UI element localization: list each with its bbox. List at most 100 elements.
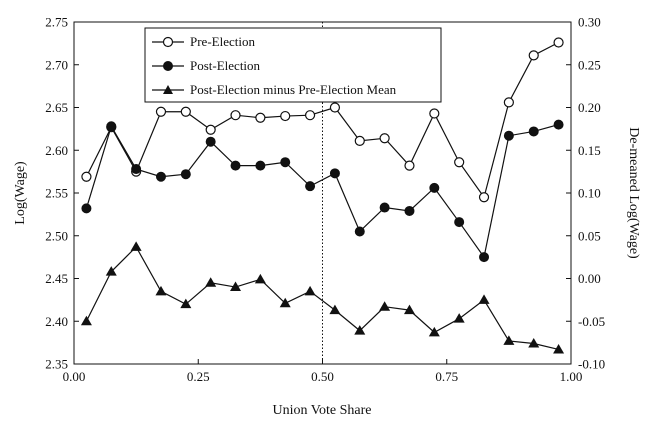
y-right-tick-label: 0.10 <box>578 186 601 201</box>
legend-label-pre-election: Pre-Election <box>190 34 255 49</box>
y-left-tick-label: 2.50 <box>45 228 68 243</box>
data-point <box>329 102 341 113</box>
data-point <box>105 266 117 276</box>
data-point <box>379 301 391 311</box>
data-point <box>255 160 266 171</box>
legend-item-pre-election: Pre-Election <box>152 34 255 49</box>
legend-label-post-minus-pre-mean: Post-Election minus Pre-Election Mean <box>190 82 397 97</box>
x-tick-label: 0.75 <box>435 369 458 384</box>
data-point <box>503 335 515 345</box>
y-right-tick-label: 0.15 <box>578 143 601 158</box>
y-left-tick-label: 2.60 <box>45 143 68 158</box>
data-point <box>329 304 341 315</box>
data-point <box>429 108 440 119</box>
series-layer <box>80 37 565 354</box>
data-point <box>454 217 465 228</box>
y-right-tick-label: -0.05 <box>578 314 605 329</box>
series-post-election-minus-pre-election-mean <box>80 241 565 354</box>
data-point <box>180 106 191 117</box>
data-point <box>230 281 242 292</box>
data-point <box>379 133 390 144</box>
data-point <box>379 202 390 213</box>
data-point <box>81 171 92 182</box>
data-point <box>354 325 366 335</box>
y-left-tick-label: 2.70 <box>45 57 68 72</box>
y-right-tick-label: 0.30 <box>578 15 601 30</box>
y-left-tick-label: 2.35 <box>45 357 68 372</box>
legend-open-circle-marker <box>162 36 174 48</box>
x-axis-title: Union Vote Share <box>272 403 371 418</box>
data-point <box>304 110 316 121</box>
data-point <box>429 182 440 193</box>
data-point <box>553 343 565 354</box>
data-point <box>478 192 490 203</box>
data-point <box>280 110 291 122</box>
legend-box <box>144 27 442 103</box>
data-point <box>205 124 216 135</box>
series-post-election <box>81 119 564 263</box>
data-point <box>304 285 316 296</box>
data-point <box>354 226 365 237</box>
data-point <box>404 160 415 171</box>
data-point <box>503 130 514 141</box>
y-left-tick-label: 2.65 <box>45 100 68 115</box>
y-right-tick-label: 0.00 <box>578 271 601 286</box>
data-point <box>81 203 92 214</box>
data-point <box>130 241 142 251</box>
x-tick-label: 0.25 <box>187 369 210 384</box>
data-point <box>503 97 514 108</box>
x-axis: 0.00 0.25 0.50 0.75 1.00 <box>63 359 583 384</box>
y-left-tick-label: 2.75 <box>45 15 68 30</box>
data-point <box>553 37 564 48</box>
y-right-tick-label: 0.20 <box>578 100 601 115</box>
x-tick-label: 0.50 <box>311 369 334 384</box>
data-point <box>478 294 490 304</box>
data-point <box>106 121 117 132</box>
y-right-tick-label: 0.25 <box>578 57 601 72</box>
data-point <box>254 273 266 284</box>
data-point <box>453 313 465 323</box>
data-point <box>80 315 92 326</box>
y-axis-right-title: De-meaned Log(Wage) <box>626 127 641 259</box>
legend-item-post-election: Post-Election <box>152 58 261 73</box>
data-point <box>280 157 291 168</box>
data-point <box>528 337 540 348</box>
data-point <box>230 160 241 171</box>
data-point <box>205 136 216 147</box>
data-point <box>155 106 167 117</box>
y-left-tick-label: 2.40 <box>45 314 68 329</box>
data-point <box>205 277 217 287</box>
y-right-tick-label: 0.05 <box>578 228 601 243</box>
data-point <box>354 135 365 146</box>
data-point <box>255 112 266 123</box>
data-point <box>454 157 465 168</box>
data-point <box>230 110 241 121</box>
y-axis-left: 2.35 2.40 2.45 2.50 2.55 2.60 2.65 2.70 2.75 <box>45 15 79 372</box>
y-left-tick-label: 2.55 <box>45 186 68 201</box>
y-right-tick-label: -0.10 <box>578 357 605 372</box>
data-point <box>403 304 415 315</box>
data-point <box>279 297 291 308</box>
data-point <box>528 50 539 61</box>
data-point <box>479 252 490 263</box>
x-tick-label: 1.00 <box>560 369 583 384</box>
data-point <box>528 126 539 137</box>
data-point <box>155 285 167 296</box>
data-point <box>155 171 166 182</box>
x-tick-label: 0.00 <box>63 369 86 384</box>
legend: Pre-Election Post-Election Post-Election… <box>144 27 442 103</box>
data-point <box>305 181 316 192</box>
data-point <box>180 298 192 309</box>
legend-label-post-election: Post-Election <box>190 58 261 73</box>
data-point <box>329 168 340 179</box>
data-point <box>404 205 415 216</box>
legend-item-post-minus-pre-mean: Post-Election minus Pre-Election Mean <box>152 82 397 97</box>
data-point <box>428 326 440 337</box>
data-point <box>180 169 191 180</box>
data-point <box>131 164 142 175</box>
y-left-tick-label: 2.45 <box>45 271 68 286</box>
legend-triangle-marker <box>163 85 173 94</box>
y-axis-left-title: Log(Wage) <box>13 161 28 225</box>
legend-filled-circle-marker <box>163 61 173 71</box>
